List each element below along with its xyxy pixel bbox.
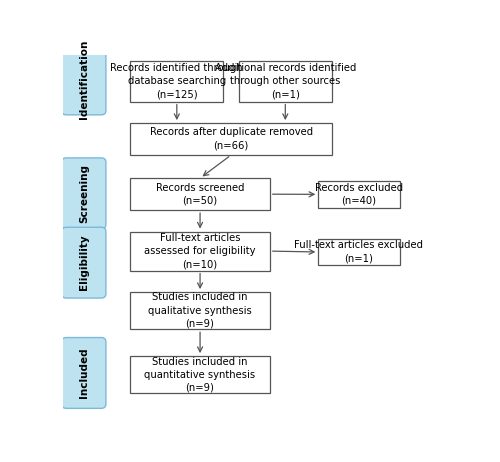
Bar [130, 356, 270, 394]
Bar [318, 239, 400, 265]
Text: Full-text articles
assessed for eligibility
(n=10): Full-text articles assessed for eligibil… [144, 233, 256, 269]
Bar [130, 61, 224, 102]
Bar [130, 178, 270, 210]
Bar [130, 231, 270, 271]
FancyBboxPatch shape [62, 338, 106, 408]
Bar [130, 123, 332, 155]
Text: Eligibility: Eligibility [79, 235, 89, 291]
FancyBboxPatch shape [62, 44, 106, 115]
Text: Full-text articles excluded
(n=1): Full-text articles excluded (n=1) [294, 240, 424, 264]
Text: Additional records identified
through other sources
(n=1): Additional records identified through ot… [214, 63, 356, 99]
FancyBboxPatch shape [62, 158, 106, 229]
Text: Screening: Screening [79, 164, 89, 223]
Bar [130, 292, 270, 329]
Text: Studies included in
qualitative synthesis
(n=9): Studies included in qualitative synthesi… [148, 292, 252, 329]
Bar [239, 61, 332, 102]
Bar [318, 181, 400, 208]
Text: Records identified through
database searching
(n=125): Records identified through database sear… [110, 63, 243, 99]
Text: Studies included in
quantitative synthesis
(n=9): Studies included in quantitative synthes… [144, 357, 256, 393]
Text: Records excluded
(n=40): Records excluded (n=40) [315, 183, 403, 206]
Text: Included: Included [79, 347, 89, 398]
Text: Records screened
(n=50): Records screened (n=50) [156, 182, 244, 206]
Text: Records after duplicate removed
(n=66): Records after duplicate removed (n=66) [150, 128, 312, 151]
Text: Identification: Identification [79, 40, 89, 119]
FancyBboxPatch shape [62, 227, 106, 298]
